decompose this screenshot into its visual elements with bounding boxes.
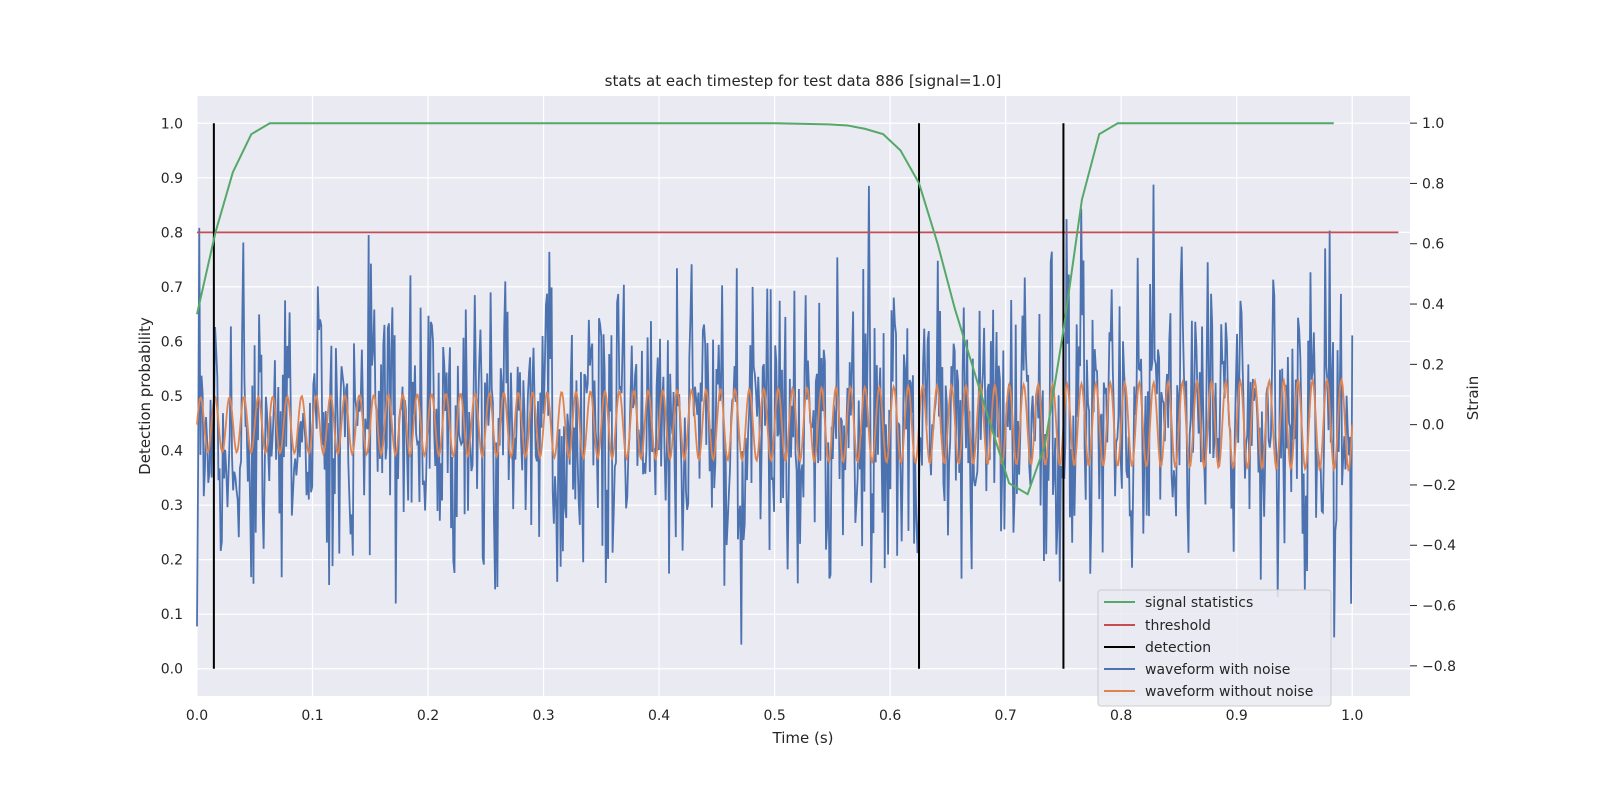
y-tick-label: 0.1 xyxy=(161,607,183,623)
y-tick-label: 0.3 xyxy=(161,498,183,514)
y2-tick-label: −0.2 xyxy=(1422,478,1456,494)
y2-tick-label: 0.6 xyxy=(1422,237,1444,253)
y2-tick-label: 0.8 xyxy=(1422,176,1444,192)
y2-tick-label: 1.0 xyxy=(1422,116,1444,132)
y2-tick-label: −0.8 xyxy=(1422,659,1456,675)
x-tick-label: 0.3 xyxy=(532,708,554,724)
legend: signal statistics threshold detection wa… xyxy=(1097,589,1332,707)
y2-tick-label: 0.0 xyxy=(1422,418,1444,434)
y2-tick-label: 0.2 xyxy=(1422,357,1444,373)
legend-label-detection: detection xyxy=(1145,640,1211,656)
y-tick-label: 0.9 xyxy=(161,171,183,187)
x-tick-label: 0.7 xyxy=(995,708,1017,724)
legend-box xyxy=(1097,589,1332,707)
chart-title: stats at each timestep for test data 886… xyxy=(605,72,1002,90)
x-tick-label: 0.8 xyxy=(1110,708,1132,724)
y-axis-label: Detection probability xyxy=(136,317,154,475)
y2-tick-label: −0.6 xyxy=(1422,599,1456,615)
y2-axis-label: Strain xyxy=(1464,376,1482,420)
y-tick-label: 1.0 xyxy=(161,116,183,132)
y2-tick-label: 0.4 xyxy=(1422,297,1444,313)
legend-label-waveform-with-noise: waveform with noise xyxy=(1145,662,1290,678)
y-tick-label: 0.4 xyxy=(161,444,183,460)
y-tick-label: 0.5 xyxy=(161,389,183,405)
x-tick-label: 0.6 xyxy=(879,708,901,724)
ticks-layer: 0.0 0.1 0.2 0.3 0.4 0.5 0.6 0.7 0.8 0.9 1.0 0.0 0.1 0… xyxy=(161,116,1456,724)
series-signal-statistics xyxy=(196,122,1334,496)
x-tick-label: 1.0 xyxy=(1341,708,1363,724)
x-tick-label: 0.9 xyxy=(1226,708,1248,724)
legend-label-signal-statistics: signal statistics xyxy=(1145,595,1253,611)
x-tick-label: 0.0 xyxy=(186,708,208,724)
x-tick-label: 0.1 xyxy=(301,708,323,724)
x-axis-label: Time (s) xyxy=(772,729,834,747)
y-tick-label: 0.7 xyxy=(161,280,183,296)
legend-label-waveform-without-noise: waveform without noise xyxy=(1145,684,1313,700)
series-layer xyxy=(196,122,1399,669)
series-waveform-without-noise xyxy=(196,376,1354,473)
y2-tick-label: −0.4 xyxy=(1422,538,1456,554)
x-tick-label: 0.5 xyxy=(763,708,785,724)
y-tick-label: 0.0 xyxy=(161,662,183,678)
y-tick-label: 0.6 xyxy=(161,334,183,350)
x-tick-label: 0.4 xyxy=(648,708,670,724)
y-tick-label: 0.2 xyxy=(161,553,183,569)
x-tick-label: 0.2 xyxy=(417,708,439,724)
legend-label-threshold: threshold xyxy=(1145,618,1211,634)
y-tick-label: 0.8 xyxy=(161,225,183,241)
